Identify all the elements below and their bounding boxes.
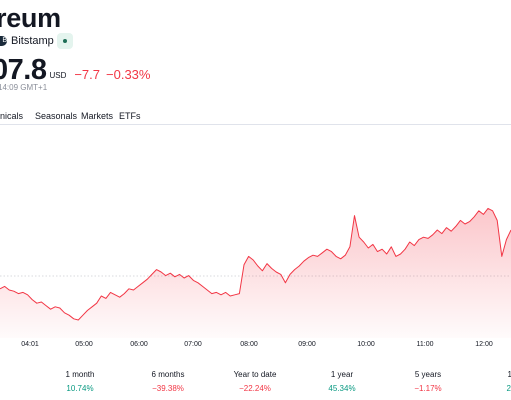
x-tick-label: 08:00 bbox=[240, 341, 258, 348]
performance-item[interactable]: Year to date −22.24% bbox=[225, 370, 285, 393]
tab-technicals[interactable]: hnicals bbox=[0, 111, 24, 121]
performance-item[interactable]: 1 month 10.74% bbox=[50, 370, 110, 393]
x-tick-label: 10:00 bbox=[357, 341, 375, 348]
performance-period: 5 years bbox=[414, 370, 442, 379]
performance-item[interactable]: 5 years −1.17% bbox=[398, 370, 458, 393]
market-open-dot-icon bbox=[63, 39, 67, 43]
x-tick-label: 11:00 bbox=[417, 341, 434, 348]
performance-value: 28. bbox=[506, 384, 511, 393]
performance-period: 1 year bbox=[330, 370, 354, 379]
x-tick-label: 05:00 bbox=[75, 341, 93, 348]
symbol-tabs: hnicals Seasonals Markets ETFs bbox=[0, 105, 511, 125]
x-tick-label: 04:01 bbox=[21, 341, 39, 348]
x-tick-label: 07:00 bbox=[184, 341, 202, 348]
performance-item[interactable]: 1 year 45.34% bbox=[312, 370, 372, 393]
price-row: 07.8 USD −7.7 −0.33% bbox=[0, 55, 150, 85]
performance-value: −1.17% bbox=[414, 384, 442, 393]
price-timestamp: 14:09 GMT+1 bbox=[0, 83, 48, 92]
performance-value: % bbox=[0, 384, 22, 393]
price-line bbox=[0, 207, 511, 321]
tab-seasonals[interactable]: Seasonals bbox=[35, 111, 78, 121]
price-chart[interactable]: 04:01 05:00 06:00 07:00 08:00 09:00 10:00 11:00… bbox=[0, 126, 511, 356]
x-tick-label: 06:00 bbox=[130, 341, 148, 348]
performance-period: 1 month bbox=[65, 370, 95, 379]
market-status-badge[interactable] bbox=[57, 33, 73, 49]
exchange-name: Bitstamp bbox=[11, 35, 54, 47]
performance-value: −39.38% bbox=[152, 384, 184, 393]
performance-item[interactable]: 10 28. bbox=[482, 370, 511, 393]
performance-period: Year to date bbox=[233, 370, 277, 379]
last-price: 07.8 bbox=[0, 54, 47, 86]
tab-etfs[interactable]: ETFs bbox=[119, 111, 141, 121]
performance-item[interactable]: 6 months −39.38% bbox=[138, 370, 198, 393]
x-tick-label: 09:00 bbox=[298, 341, 316, 348]
price-change-percent: −0.33% bbox=[106, 67, 151, 82]
bitstamp-logo-icon: B bbox=[0, 36, 7, 46]
performance-period: 6 months bbox=[151, 370, 185, 379]
price-change: −7.7 bbox=[74, 67, 101, 82]
performance-period: 10 bbox=[507, 370, 511, 379]
x-tick-label: 12:00 bbox=[475, 341, 493, 348]
tab-markets[interactable]: Markets bbox=[81, 111, 114, 121]
performance-value: 45.34% bbox=[328, 384, 356, 393]
performance-value: −22.24% bbox=[239, 384, 271, 393]
performance-period: ek bbox=[0, 370, 22, 379]
page-title: reum bbox=[0, 3, 61, 33]
performance-item[interactable]: ek% bbox=[0, 370, 22, 393]
currency-label: USD bbox=[49, 71, 67, 80]
price-area-fill bbox=[0, 208, 511, 338]
performance-value: 10.74% bbox=[66, 384, 94, 393]
